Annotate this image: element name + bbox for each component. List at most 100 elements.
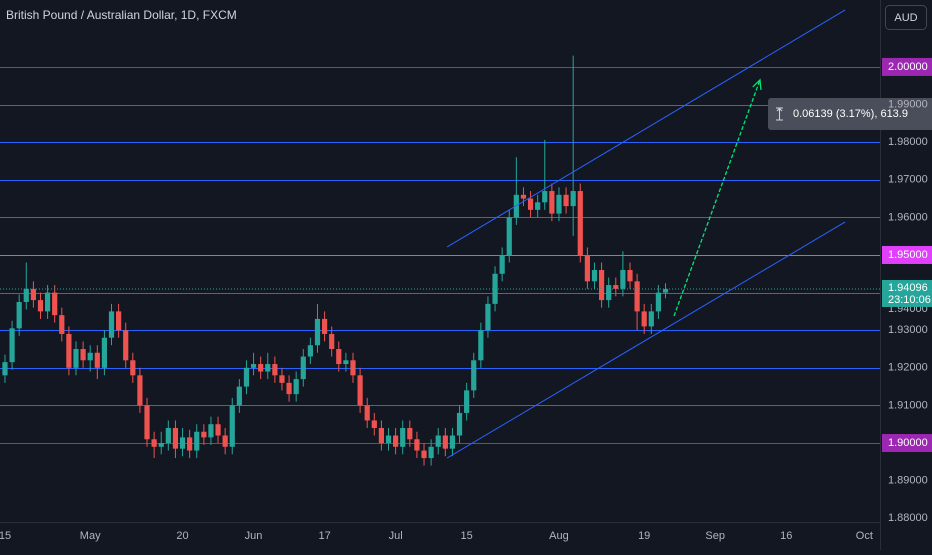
candle-body [108, 311, 115, 338]
candle-body [499, 254, 505, 274]
candle-body [648, 311, 654, 327]
candle-body [584, 254, 590, 282]
candle-body [130, 360, 136, 376]
x-tick-label: May [80, 530, 101, 542]
candle-body [428, 446, 434, 459]
candle-body [314, 318, 321, 346]
candle-body [606, 285, 612, 301]
y-tick-label: 1.98000 [888, 136, 928, 148]
candle-body [336, 349, 342, 365]
candle-body [634, 281, 640, 312]
candle-body [194, 431, 200, 451]
candle-body [172, 427, 179, 449]
candle-body [506, 217, 512, 255]
candle-body [641, 311, 647, 327]
candle-body [407, 427, 413, 440]
candle-body [321, 318, 328, 334]
measure-icon [776, 107, 783, 121]
currency-button[interactable] [885, 5, 927, 30]
candle-body [151, 439, 157, 447]
candle-body [137, 375, 143, 406]
candle-body [80, 349, 86, 361]
candle-body [478, 330, 484, 361]
candle-body [279, 375, 285, 383]
y-tick-label: 1.96000 [888, 211, 928, 223]
candle-body [101, 337, 108, 368]
candle-body [364, 405, 370, 421]
candle-body [442, 435, 448, 449]
candle-body [243, 367, 250, 387]
x-tick-label: 17 [318, 530, 330, 542]
candle-body [44, 292, 51, 312]
candle-body [577, 191, 583, 255]
last-price-tag [882, 279, 932, 307]
candle-body [591, 270, 598, 282]
currency-label: AUD [894, 12, 917, 24]
candle-body [535, 202, 541, 210]
candle-body [520, 194, 527, 199]
candle-body [37, 300, 44, 312]
candle-body [435, 435, 441, 447]
axes: 15 May 20 Jun 17 Jul 15 Aug 19 Sep 16 Oct 2.00000 1.9… [0, 57, 932, 542]
candle-body [421, 450, 427, 459]
candle-body [627, 270, 633, 282]
measure-label: 0.06139 (3.17%), 613.9 [793, 108, 908, 120]
level-tag [882, 434, 932, 453]
x-tick-label: 20 [176, 530, 188, 542]
last-price-label: 1.94096 [888, 282, 928, 294]
candle-body [393, 435, 399, 447]
candle-body [165, 427, 171, 444]
drawings: 0.06139 (3.17%), 613.9 [0, 9, 932, 459]
candles [2, 55, 669, 466]
candle-body [87, 352, 93, 361]
candle-body [598, 270, 605, 301]
level-tag [882, 245, 932, 264]
candle-body [222, 435, 228, 447]
y-tick-label: 1.99000 [888, 98, 928, 110]
measure-box [768, 98, 932, 130]
candle-body [265, 364, 271, 372]
candle-body [563, 194, 569, 207]
candle-body [371, 420, 377, 428]
candle-body [30, 288, 36, 301]
y-tick-label: 1.90000 [888, 437, 928, 449]
y-tick-label: 1.95000 [888, 249, 928, 261]
candle-body [570, 191, 576, 207]
candle-body [2, 362, 8, 376]
candle-body [201, 431, 207, 438]
x-tick-label: 16 [780, 530, 792, 542]
candle-body [655, 292, 662, 312]
candle-body [23, 288, 29, 302]
candle-body [556, 194, 562, 214]
candle-body [215, 424, 221, 436]
candle-body [527, 198, 534, 210]
candle-body [236, 386, 242, 406]
trend-line [446, 9, 846, 248]
candle-body [250, 364, 257, 368]
candle-body [52, 292, 58, 316]
candle-body [9, 328, 15, 363]
candle-body [272, 364, 278, 376]
candle-body [300, 356, 306, 380]
countdown-label: 23:10:06 [888, 294, 931, 306]
candle-body [385, 435, 392, 444]
trend-line [446, 221, 846, 459]
y-tick-label: 1.92000 [888, 362, 928, 374]
candle-body [116, 311, 122, 331]
candle-body [73, 349, 79, 368]
candle-body [343, 360, 349, 365]
candle-body [59, 315, 65, 334]
candle-body [350, 360, 356, 376]
x-tick-label: Jul [389, 530, 403, 542]
candle-body [258, 364, 264, 372]
y-tick-label: 1.91000 [888, 399, 928, 411]
candle-body [620, 270, 626, 289]
x-tick-label: Sep [705, 530, 725, 542]
candle-body [662, 288, 669, 293]
candle-body [144, 405, 150, 440]
y-tick-label: 1.89000 [888, 475, 928, 487]
candle-body [208, 424, 214, 438]
candle-body [66, 333, 72, 368]
candle-body [471, 360, 477, 391]
